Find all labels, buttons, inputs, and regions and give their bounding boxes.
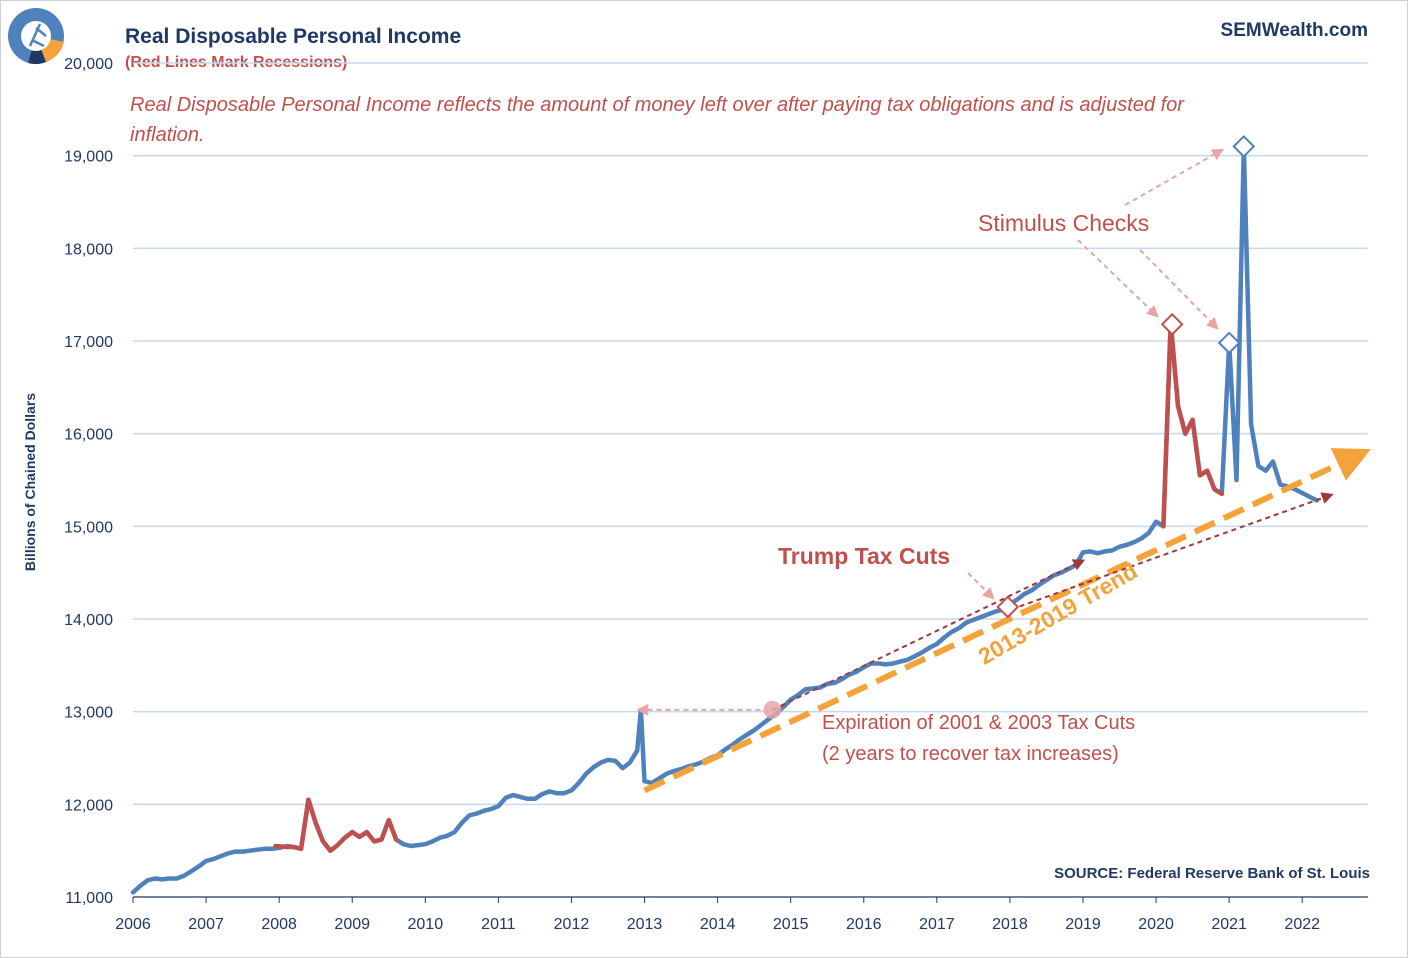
stimulus-arrow-1	[1077, 239, 1159, 318]
y-tick-label: 17,000	[64, 334, 113, 351]
data-lines	[130, 144, 1371, 895]
annotation-arrows	[636, 134, 1334, 719]
expiration-circle-marker	[763, 700, 782, 719]
y-tick-label: 20,000	[64, 56, 113, 73]
semwealth-logo-icon	[8, 8, 64, 65]
diamond-marker-0	[1160, 312, 1184, 336]
x-tick-label: 2012	[554, 916, 590, 933]
axis-ticks: 11,000 12,000 13,000 14,000 15,000 16,000 17,0…	[64, 56, 1368, 933]
x-tick-label: 2008	[261, 916, 297, 933]
y-tick-label: 16,000	[64, 427, 113, 444]
x-tick-label: 2014	[700, 916, 736, 933]
x-tick-label: 2016	[846, 916, 882, 933]
trend-line	[643, 448, 1371, 794]
x-tick-label: 2010	[408, 916, 444, 933]
y-tick-label: 15,000	[64, 519, 113, 536]
trump-arrow	[967, 572, 995, 600]
y-tick-label: 12,000	[64, 797, 113, 814]
post-expiration-arrow	[771, 559, 1086, 711]
diamond-marker-1	[1217, 331, 1241, 355]
x-tick-label: 2015	[773, 916, 809, 933]
x-tick-label: 2020	[1138, 916, 1174, 933]
trump-tax-cuts-annotation: Trump Tax Cuts	[778, 543, 951, 569]
x-tick-label: 2009	[334, 916, 370, 933]
x-tick-label: 2022	[1284, 916, 1320, 933]
gridlines	[133, 62, 1368, 806]
x-tick-label: 2018	[992, 916, 1028, 933]
y-tick-label: 11,000	[65, 890, 113, 907]
recession-2008-line	[273, 797, 399, 853]
x-tick-label: 2006	[115, 916, 151, 933]
x-tick-label: 2021	[1211, 916, 1247, 933]
stimulus-arrow-2	[1139, 249, 1219, 330]
expiration-line-2: (2 years to recover tax increases)	[822, 743, 1119, 765]
diamond-marker-3	[996, 595, 1020, 619]
rdpi-line	[130, 144, 1320, 895]
brand-link[interactable]: SEMWealth.com	[1220, 20, 1368, 41]
stimulus-arrow-3	[1124, 148, 1225, 206]
y-tick-label: 19,000	[64, 149, 113, 166]
x-tick-label: 2007	[188, 916, 224, 933]
y-tick-label: 18,000	[64, 241, 113, 258]
recession-2020-line	[1161, 320, 1225, 529]
chart-description: Real Disposable Personal Income reflects…	[130, 94, 1184, 146]
post-tax-cut-arrow	[1002, 492, 1334, 614]
diamond-marker-2	[1232, 134, 1256, 158]
tax-cut-expiration-annotation: Expiration of 2001 & 2003 Tax Cuts (2 ye…	[822, 708, 1135, 770]
expiration-line-1: Expiration of 2001 & 2003 Tax Cuts	[822, 712, 1136, 734]
x-tick-label: 2013	[627, 916, 663, 933]
chart-title: Real Disposable Personal Income	[125, 25, 462, 48]
source-note: SOURCE: Federal Reserve Bank of St. Loui…	[1054, 865, 1370, 882]
stimulus-checks-annotation: Stimulus Checks	[978, 210, 1150, 236]
x-tick-label: 2017	[919, 916, 955, 933]
y-tick-label: 13,000	[64, 705, 113, 722]
x-tick-label: 2019	[1065, 916, 1101, 933]
x-tick-label: 2011	[481, 916, 516, 933]
y-tick-label: 14,000	[64, 612, 113, 629]
